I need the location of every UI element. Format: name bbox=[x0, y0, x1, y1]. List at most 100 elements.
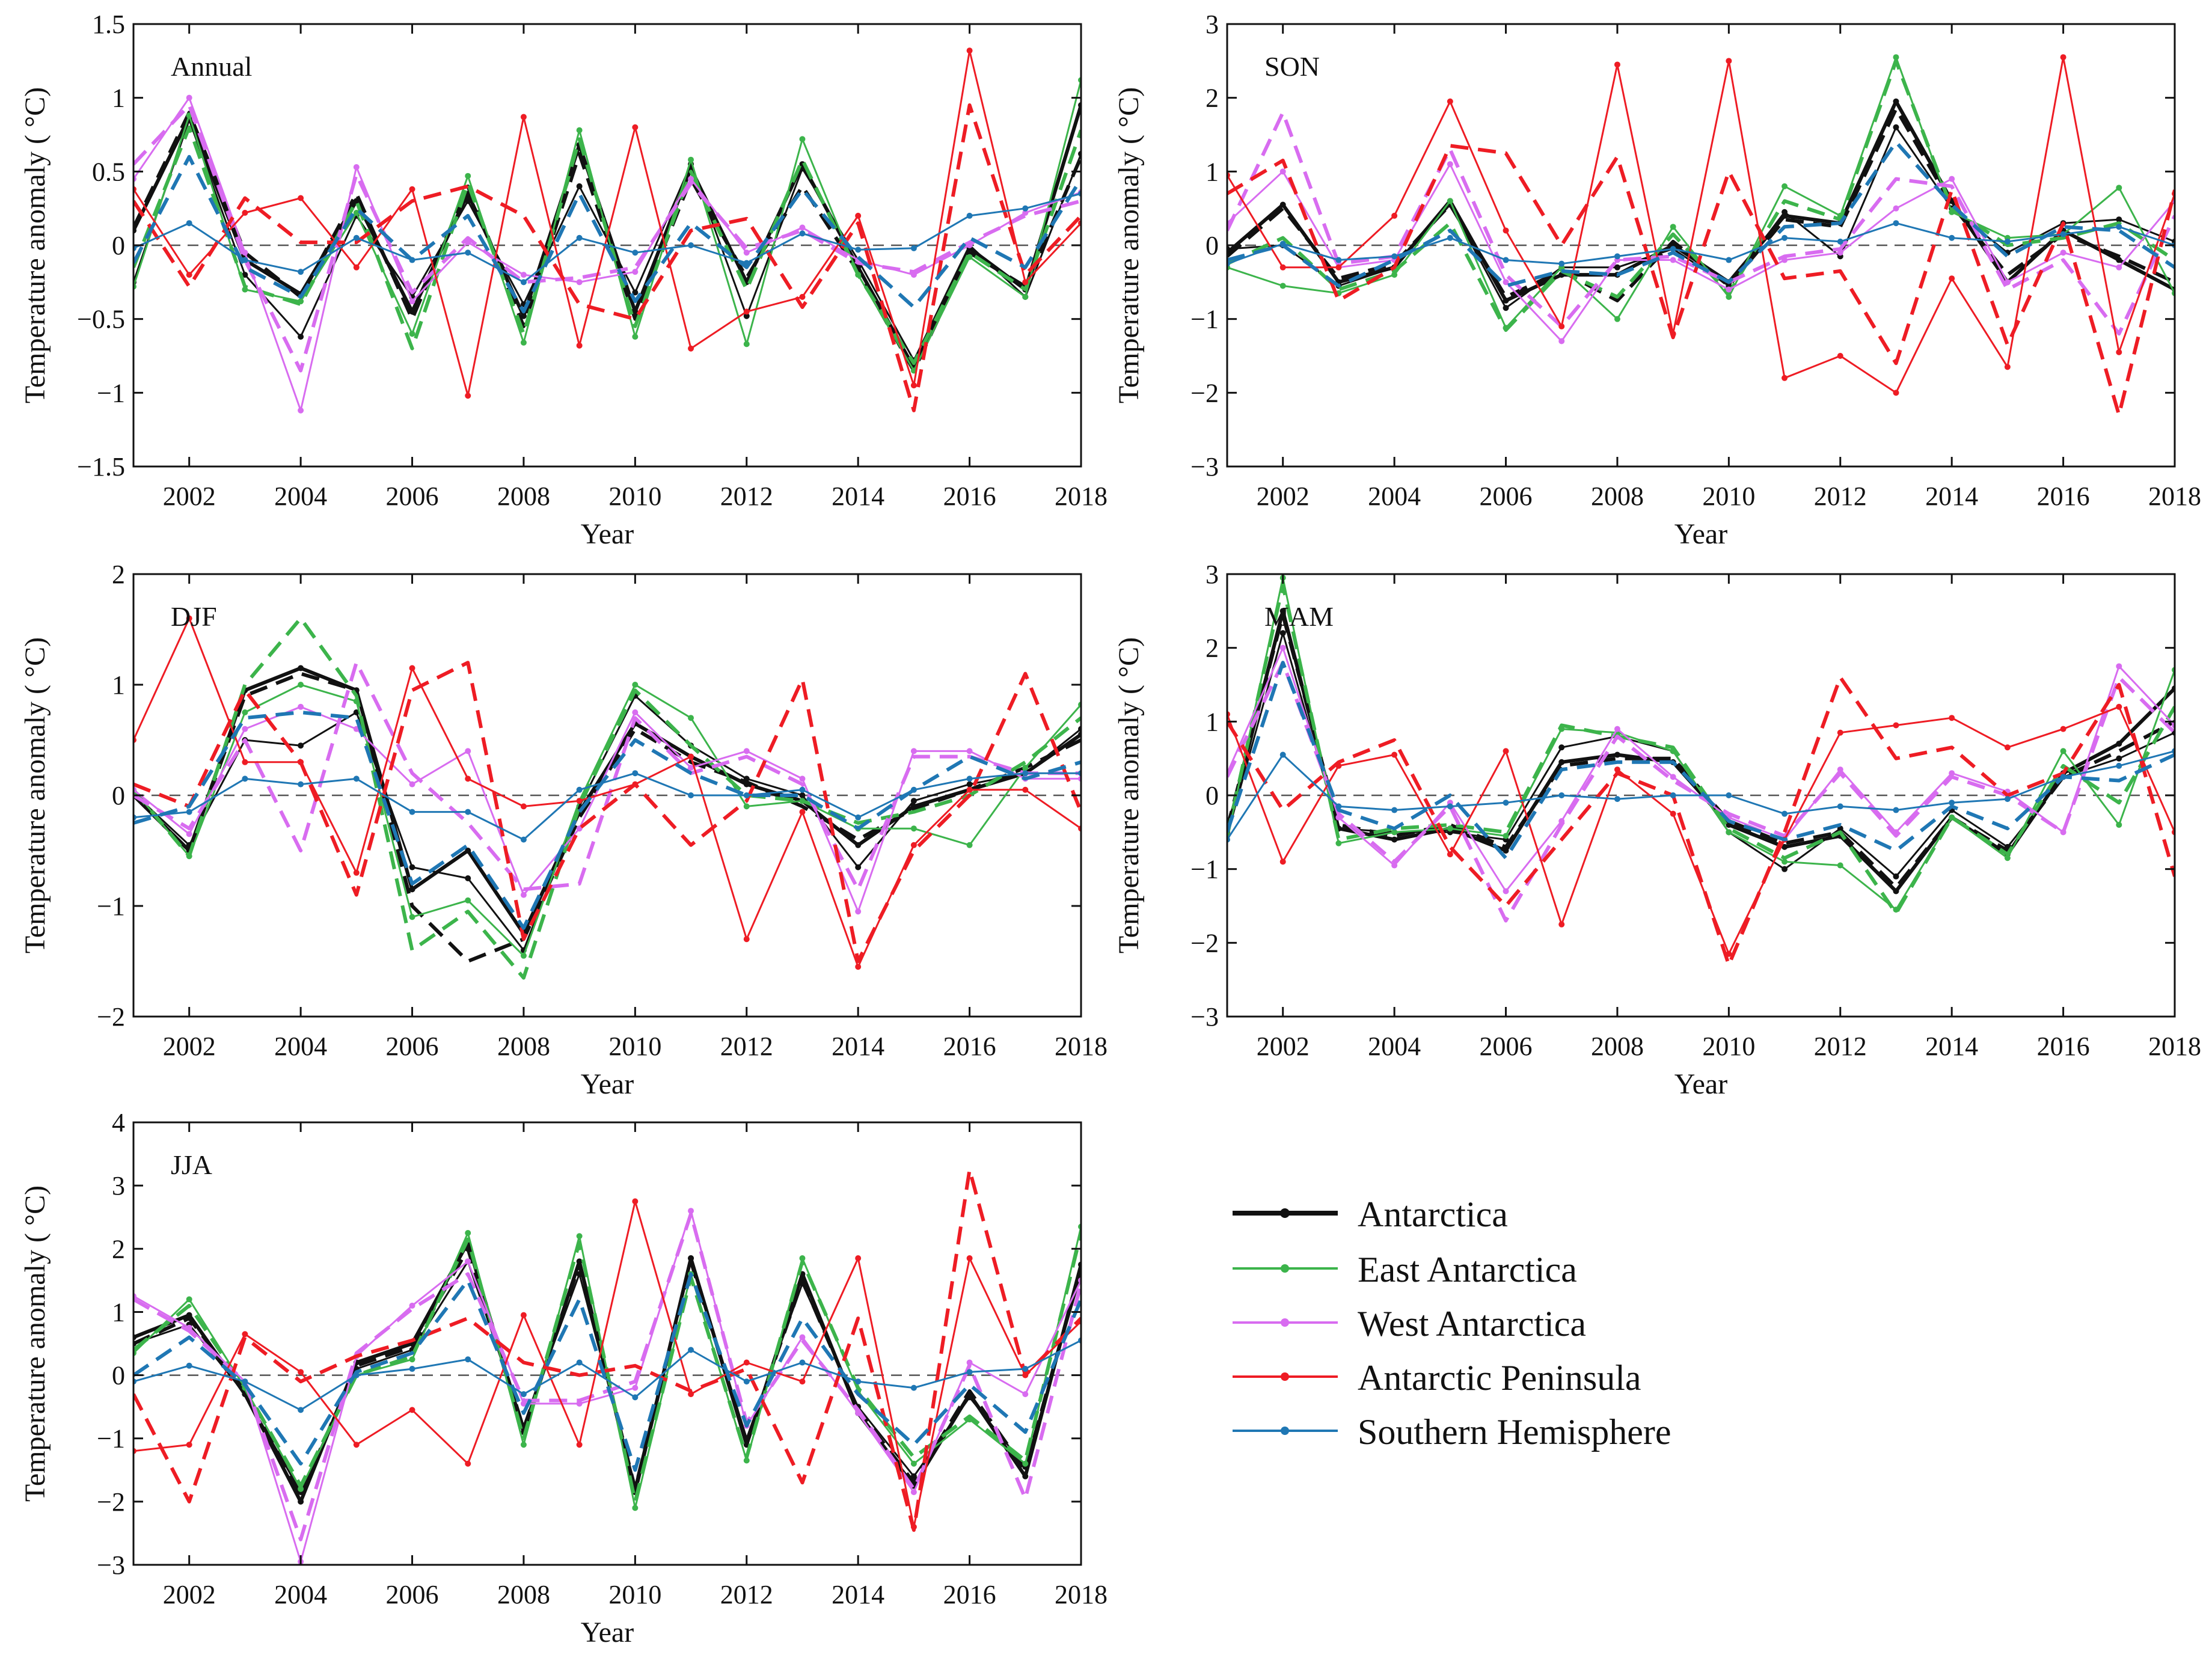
data-point-west bbox=[966, 1359, 973, 1366]
data-point-west bbox=[743, 748, 750, 754]
x-tick-label: 2010 bbox=[608, 482, 661, 511]
data-point-east bbox=[2116, 185, 2122, 191]
data-point-ant bbox=[1893, 888, 1899, 895]
y-tick-label: −2 bbox=[97, 1487, 125, 1517]
series-line-pen-7 bbox=[133, 617, 1081, 968]
series-group bbox=[1227, 54, 2175, 417]
data-point-pen bbox=[1670, 810, 1676, 817]
data-point-east bbox=[186, 1296, 192, 1303]
x-tick-label: 2004 bbox=[274, 1580, 327, 1609]
x-tick-label: 2012 bbox=[720, 1580, 773, 1609]
data-point-east bbox=[409, 331, 415, 337]
data-point-pen bbox=[298, 195, 304, 201]
series-line-west-dashed-6 bbox=[133, 103, 1081, 373]
series-line-east-3 bbox=[1227, 56, 2175, 329]
data-point-sh bbox=[1893, 807, 1899, 813]
y-tick-label: 0 bbox=[112, 781, 125, 810]
data-point-pen bbox=[353, 1442, 360, 1448]
data-point-east bbox=[2004, 855, 2011, 861]
data-point-west bbox=[1503, 888, 1509, 895]
data-point-east bbox=[353, 210, 360, 216]
panel-son: −3 −2 −1 0 1 2 3 2002 2004 2006 2008 2010 2012 2014 20… bbox=[1113, 10, 2201, 550]
data-point-pen bbox=[1558, 323, 1565, 329]
data-point-sh bbox=[409, 809, 415, 815]
data-point-pen bbox=[2060, 726, 2066, 732]
data-point-pen bbox=[353, 869, 360, 876]
x-tick-label: 2012 bbox=[1814, 482, 1867, 511]
legend-marker-southern-hemisphere bbox=[1281, 1427, 1289, 1435]
x-tick-label: 2012 bbox=[720, 1032, 773, 1061]
data-point-pen bbox=[632, 124, 639, 130]
data-point-ant bbox=[910, 1473, 917, 1479]
data-point-ant bbox=[799, 1280, 806, 1287]
data-point-sh bbox=[966, 212, 973, 219]
x-tick-label: 2016 bbox=[943, 1032, 996, 1061]
data-point-ant bbox=[1391, 836, 1398, 843]
data-point-pen bbox=[1447, 98, 1453, 105]
data-point-sh bbox=[1893, 220, 1899, 227]
data-point-pen bbox=[2060, 54, 2066, 61]
x-tick-label: 2002 bbox=[163, 482, 216, 511]
data-point-ant bbox=[632, 289, 639, 296]
data-point-west bbox=[688, 176, 694, 182]
data-point-sh bbox=[576, 234, 583, 241]
data-point-pen bbox=[910, 382, 917, 389]
data-point-pen bbox=[1391, 751, 1398, 758]
data-point-east bbox=[298, 682, 304, 688]
data-point-west bbox=[1726, 286, 1732, 293]
data-point-pen bbox=[2116, 349, 2122, 355]
panel-djf: −2 −1 0 1 2 2002 2004 2006 2008 2010 2012 2014 2016 2… bbox=[19, 560, 1108, 1100]
data-point-sh bbox=[409, 1366, 415, 1372]
data-point-east bbox=[409, 1356, 415, 1363]
y-tick-label: −0.5 bbox=[77, 305, 125, 334]
x-axis-title: Year bbox=[581, 518, 634, 550]
series-line-east-dashed-4 bbox=[1227, 583, 2175, 916]
data-point-east bbox=[1782, 183, 1788, 189]
data-point-west bbox=[688, 1208, 694, 1214]
data-point-pen bbox=[2004, 364, 2011, 370]
data-point-west bbox=[409, 298, 415, 305]
x-tick-label: 2014 bbox=[832, 482, 884, 511]
x-tick-label: 2018 bbox=[1055, 1032, 1108, 1061]
data-point-east bbox=[2060, 748, 2066, 754]
panel-title: MAM bbox=[1264, 601, 1334, 632]
data-point-ant bbox=[1503, 848, 1509, 854]
data-point-east bbox=[1670, 224, 1676, 230]
x-tick-label: 2004 bbox=[1368, 482, 1421, 511]
data-point-pen bbox=[1335, 264, 1342, 271]
data-point-west bbox=[353, 164, 360, 170]
data-point-sh bbox=[242, 775, 248, 782]
data-point-sh bbox=[1391, 807, 1398, 813]
data-point-east bbox=[1022, 1460, 1029, 1467]
series-group bbox=[133, 1167, 1081, 1565]
data-point-east bbox=[1726, 293, 1732, 300]
x-tick-label: 2010 bbox=[608, 1580, 661, 1609]
legend: Antarctica East Antarctica West Antarcti… bbox=[1233, 1195, 1671, 1452]
data-point-ant bbox=[465, 198, 471, 204]
data-point-pen bbox=[799, 293, 806, 300]
data-point-east bbox=[743, 341, 750, 347]
data-point-ant bbox=[855, 842, 862, 848]
data-point-pen bbox=[576, 1442, 583, 1448]
data-point-ant bbox=[1782, 866, 1788, 872]
series-line-pen-7 bbox=[133, 49, 1081, 397]
data-point-east bbox=[1391, 829, 1398, 836]
y-tick-label: −1.5 bbox=[77, 452, 125, 482]
series-line-pen-7 bbox=[133, 1200, 1081, 1528]
data-point-west bbox=[576, 825, 583, 832]
series-line-pen-7 bbox=[1227, 56, 2175, 394]
data-point-east bbox=[1447, 825, 1453, 832]
data-point-sh bbox=[1279, 751, 1286, 758]
data-point-ant bbox=[1614, 264, 1620, 271]
data-point-pen bbox=[799, 1378, 806, 1385]
data-point-sh bbox=[298, 1407, 304, 1413]
x-axis-title: Year bbox=[1674, 1068, 1727, 1100]
data-point-sh bbox=[1949, 800, 1955, 806]
data-point-east bbox=[632, 682, 639, 688]
data-point-west bbox=[409, 1302, 415, 1309]
data-point-ant bbox=[743, 313, 750, 319]
data-point-east bbox=[632, 1505, 639, 1511]
data-point-pen bbox=[966, 1255, 973, 1262]
series-line-pen-dashed-8 bbox=[1227, 675, 2175, 967]
y-axis-title: Temperature anomaly ( °C) bbox=[1113, 637, 1145, 953]
